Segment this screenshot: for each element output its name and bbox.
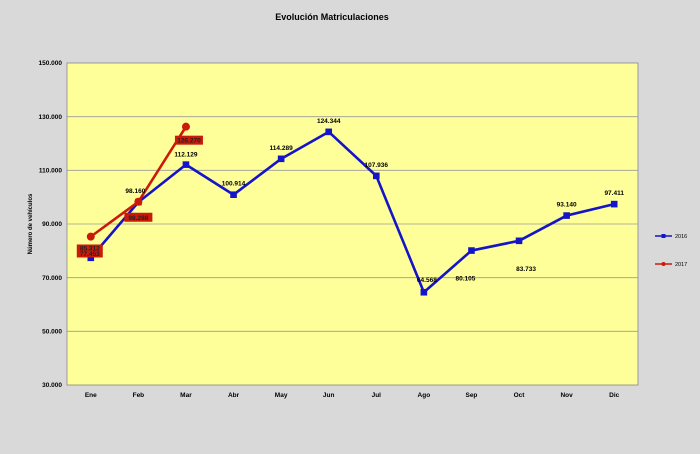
- x-tick-label: Jun: [323, 392, 335, 399]
- data-point-2016: [420, 288, 428, 296]
- legend-marker-2016: [661, 234, 666, 238]
- data-label-2016: 80.105: [456, 276, 476, 283]
- x-tick-label: Ago: [418, 392, 431, 399]
- y-tick-label: 130.000: [39, 114, 63, 121]
- data-point-2016: [230, 191, 237, 199]
- x-tick-label: Nov: [560, 392, 573, 399]
- chart-title: Evolución Matriculaciones: [275, 12, 389, 22]
- legend-label-2017: 2017: [675, 262, 687, 268]
- data-label-2016: 93.140: [557, 202, 577, 209]
- x-tick-label: Jul: [372, 392, 382, 399]
- legend-label-2016: 2016: [675, 234, 687, 240]
- data-point-2017: [181, 122, 190, 131]
- data-label-2016: 100.914: [222, 181, 246, 188]
- legend: 2016 2017: [655, 234, 687, 268]
- y-tick-label: 90.000: [42, 221, 62, 228]
- data-label-2016: 98.160: [125, 188, 145, 195]
- data-point-2017: [134, 197, 143, 206]
- y-tick-label: 30.000: [42, 382, 62, 389]
- data-point-2016: [563, 212, 570, 219]
- y-tick-label: 150.000: [39, 60, 63, 67]
- data-label-2016: 112.129: [174, 152, 198, 159]
- x-tick-label: Feb: [133, 392, 145, 399]
- data-point-2016: [372, 172, 380, 180]
- x-tick-label: Dic: [609, 392, 620, 399]
- y-axis-label: Número de vehículos: [28, 193, 34, 254]
- x-tick-label: Ene: [85, 392, 97, 399]
- data-label-ene: 85.312: [80, 245, 100, 252]
- data-point-2016: [325, 128, 333, 136]
- data-point-2016: [468, 247, 475, 254]
- x-tick-label: Abr: [228, 392, 240, 399]
- x-tick-label: May: [275, 392, 288, 399]
- y-tick-label: 70.000: [42, 275, 62, 282]
- y-tick-label: 50.000: [42, 329, 62, 336]
- y-tick-label: 110.000: [39, 168, 63, 175]
- data-label-2017: 126.270: [177, 138, 201, 145]
- data-label-box-2017: [174, 135, 203, 145]
- x-tick-label: Oct: [514, 392, 526, 399]
- data-label-2017: 98.288: [128, 215, 148, 222]
- data-label-2016: 83.733: [516, 266, 536, 273]
- data-label-2016: 97.411: [604, 190, 624, 197]
- data-label-box-2017: [124, 212, 153, 222]
- data-point-2017: [86, 232, 95, 241]
- x-tick-label: Sep: [465, 392, 477, 399]
- series-layer: [86, 122, 618, 296]
- data-label-ene: 77.453: [80, 251, 100, 258]
- data-point-2016: [610, 200, 618, 208]
- data-point-2016: [515, 237, 523, 245]
- legend-marker-2017: [661, 262, 666, 266]
- data-label-2016: 124.344: [317, 118, 341, 125]
- y-axis-ticks: 30.000 50.000 70.000 90.000 110.000 130.000 15…: [39, 60, 63, 389]
- data-label-2016: 64.568: [417, 277, 437, 284]
- data-point-2016: [182, 161, 190, 168]
- gridlines: [67, 116, 638, 332]
- data-point-2016: [87, 254, 95, 262]
- data-label-2016: 107.936: [365, 162, 389, 169]
- data-label-2016: 114.289: [270, 145, 294, 152]
- data-label-box-ene: [76, 244, 103, 258]
- series-line-2016: [89, 130, 615, 294]
- data-point-2016: [277, 155, 285, 163]
- data-labels: 98.160 112.129 100.914 114.289 124.344 107.93…: [76, 118, 624, 284]
- x-tick-label: Mar: [180, 392, 192, 399]
- x-axis-ticks: Ene Feb Mar Abr May Jun Jul Ago Sep Oct Nov Dic: [85, 392, 620, 399]
